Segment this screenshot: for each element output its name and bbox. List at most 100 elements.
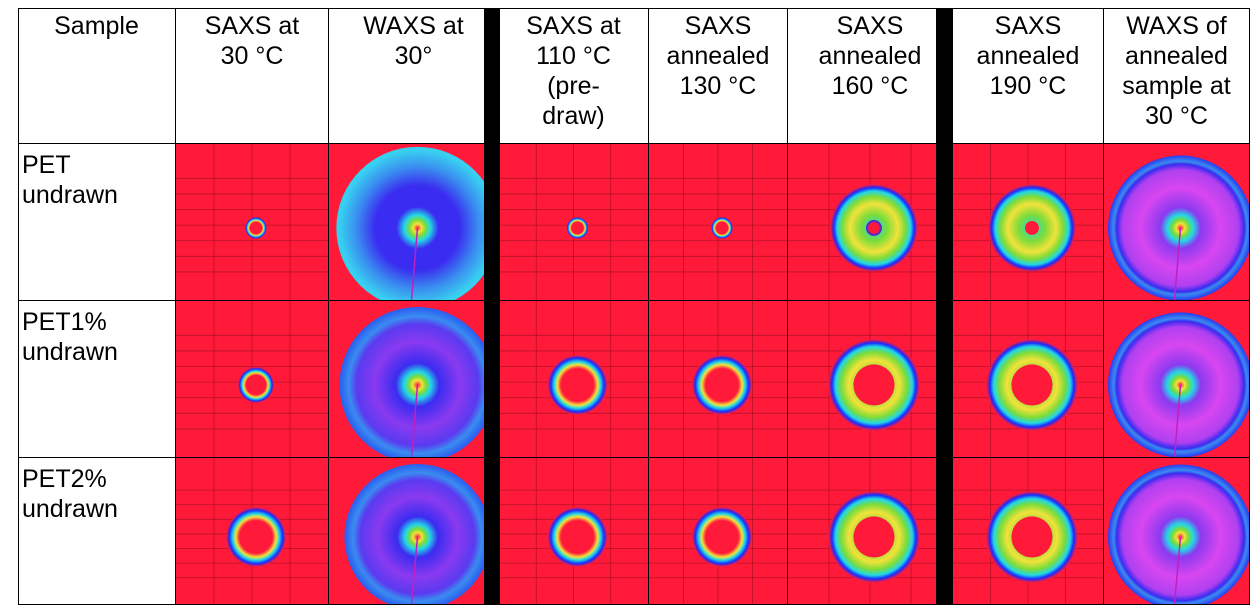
scattering-pattern-waxs-magenta-rings	[1104, 144, 1249, 300]
scattering-halo	[245, 217, 267, 239]
row-label-line: PET2%	[22, 465, 107, 493]
pattern-cell	[176, 301, 329, 458]
column-header: WAXS of annealed sample at 30 °C	[1104, 8, 1250, 144]
scattering-halo	[238, 367, 274, 403]
column-header-text: SAXS annealed 160 °C	[819, 11, 922, 143]
diffraction-rings	[339, 306, 496, 457]
detector-gridlines	[953, 144, 1103, 300]
pattern-cell	[176, 458, 329, 605]
column-header-line: 190 °C	[989, 72, 1067, 100]
detector-gridlines	[499, 458, 648, 604]
table-top-border	[18, 8, 1250, 9]
beamstop-holder	[1173, 227, 1182, 300]
column-header: SAXS annealed 190 °C	[953, 8, 1104, 144]
row-label-line: undrawn	[22, 495, 118, 523]
scattering-pattern-saxs-arc-ring	[953, 301, 1103, 457]
pattern-cell	[176, 144, 329, 301]
column-header-line: SAXS at	[204, 12, 300, 40]
column-header: WAXS at 30°	[329, 8, 499, 144]
column-divider	[936, 8, 952, 605]
scattering-halo	[711, 217, 733, 239]
column-header-line: annealed	[818, 42, 922, 70]
scattering-pattern-saxs-ring	[788, 144, 952, 300]
row-label-line: PET1%	[22, 308, 107, 336]
column-header-line: WAXS of	[1126, 12, 1227, 40]
column-header: SAXS at 110 °C (pre-draw)	[499, 8, 649, 144]
column-header: SAXS at 30 °C	[176, 8, 329, 144]
column-header-line: annealed	[666, 42, 770, 70]
beam-center-spot	[866, 220, 882, 236]
scattering-pattern-saxs-arc-ring	[788, 301, 952, 457]
column-header-line: SAXS at	[526, 12, 621, 40]
diffraction-rings	[1107, 464, 1249, 604]
column-header: SAXS annealed 130 °C	[649, 8, 788, 144]
column-header-text: SAXS at 110 °C (pre-draw)	[526, 11, 621, 143]
column-header-line: annealed	[976, 42, 1080, 70]
column-header-text: SAXS annealed 190 °C	[977, 11, 1080, 143]
pattern-cell	[499, 301, 649, 458]
pattern-cell	[649, 458, 788, 605]
pattern-cell	[329, 301, 499, 458]
column-header-text: SAXS annealed 130 °C	[667, 11, 770, 143]
row-label: PET2% undrawn	[18, 458, 176, 605]
diffraction-rings	[336, 146, 498, 300]
diffraction-rings	[1107, 312, 1249, 457]
beam-center-spot	[853, 364, 895, 406]
scattering-pattern-saxs-large-spot	[649, 301, 787, 457]
scattering-pattern-waxs-magenta-rings	[1104, 458, 1249, 604]
pattern-cell	[499, 458, 649, 605]
pattern-cell	[788, 144, 953, 301]
beamstop-holder	[1173, 536, 1182, 604]
beamstop-holder	[410, 227, 419, 300]
pattern-cell	[1104, 144, 1250, 301]
column-header-line: 30 °C	[220, 42, 284, 70]
scattering-halo	[692, 355, 752, 415]
scattering-halo	[547, 355, 608, 415]
column-header-line: 110 °C	[536, 42, 611, 70]
pattern-cell	[953, 458, 1104, 605]
pattern-cell	[953, 144, 1104, 301]
detector-gridlines	[649, 144, 787, 300]
scattering-pattern-waxs-cyan-halo	[329, 144, 498, 300]
scattering-pattern-saxs-arc-ring	[788, 458, 952, 604]
column-header-line: 30°	[394, 42, 433, 70]
beam-center-spot	[1011, 516, 1053, 558]
scattering-halo	[566, 217, 589, 239]
column-header-line: SAXS	[836, 12, 904, 40]
saxs-waxs-table: Sample SAXS at 30 °C WAXS at 30° SAXS at 110 °…	[18, 8, 1250, 605]
pattern-cell	[788, 301, 953, 458]
scattering-pattern-saxs-large-spot	[499, 458, 648, 604]
pattern-cell	[953, 301, 1104, 458]
scattering-pattern-waxs-blue-halo	[329, 458, 498, 604]
column-header-line: sample at	[1122, 72, 1231, 100]
column-divider	[484, 8, 500, 605]
row-label-line: undrawn	[22, 181, 118, 209]
row-label: PET undrawn	[18, 144, 176, 301]
scattering-pattern-saxs-medium-spot	[176, 301, 328, 457]
column-header-line: 160 °C	[831, 72, 909, 100]
beam-center-spot	[1011, 364, 1053, 406]
scattering-pattern-saxs-large-spot	[499, 301, 648, 457]
column-header-line: draw)	[542, 102, 605, 130]
column-header-line: WAXS at	[363, 12, 464, 40]
column-header-text: WAXS of annealed sample at 30 °C	[1122, 11, 1230, 143]
column-header-text: SAXS at 30 °C	[205, 11, 300, 143]
header-sample: Sample	[18, 8, 176, 144]
scattering-pattern-waxs-magenta-rings	[1104, 301, 1249, 457]
table-left-border	[18, 8, 19, 605]
beamstop-holder	[410, 384, 419, 457]
scattering-pattern-saxs-arc-ring	[953, 458, 1103, 604]
scattering-pattern-saxs-large-spot	[649, 458, 787, 604]
beamstop-holder	[1173, 384, 1182, 457]
pattern-cell	[788, 458, 953, 605]
pattern-cell	[329, 144, 499, 301]
pattern-cell	[649, 301, 788, 458]
pattern-cell	[1104, 301, 1250, 458]
column-header-line: (pre-	[547, 72, 600, 100]
scattering-pattern-saxs-double-ring	[953, 144, 1103, 300]
scattering-halo	[692, 507, 752, 567]
column-header-line: SAXS	[994, 12, 1062, 40]
column-header-text: WAXS at 30°	[363, 11, 464, 143]
scattering-pattern-saxs-small-spot	[649, 144, 787, 300]
column-header-line: SAXS	[684, 12, 752, 40]
